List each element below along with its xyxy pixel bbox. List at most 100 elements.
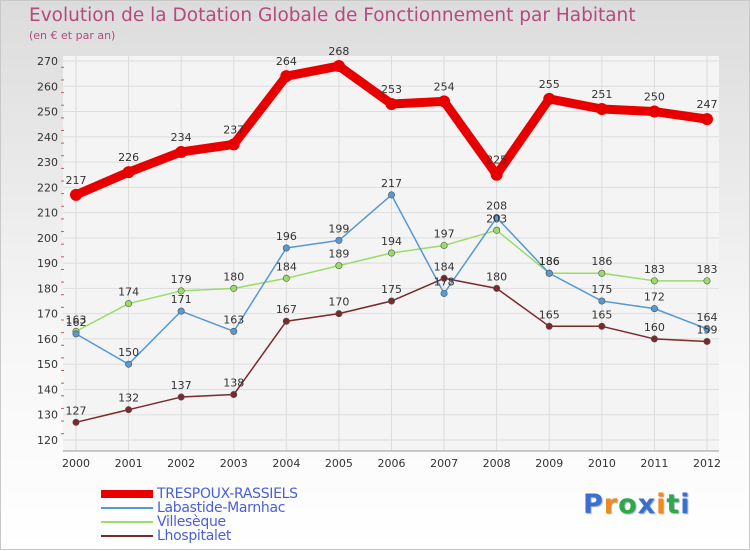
data-label: 268	[328, 45, 349, 58]
data-point	[72, 418, 80, 426]
y-tick-label: 220	[37, 181, 58, 194]
x-tick-label: 2000	[62, 457, 90, 470]
data-point	[125, 406, 133, 414]
data-label: 251	[591, 88, 612, 101]
data-point	[493, 214, 501, 222]
chart-subtitle: (en € et par an)	[29, 29, 116, 42]
data-label: 162	[66, 316, 87, 329]
x-tick-label: 2005	[325, 457, 353, 470]
data-label: 234	[171, 131, 192, 144]
data-point	[177, 307, 185, 315]
data-point	[125, 360, 133, 368]
x-tick-label: 2006	[378, 457, 406, 470]
data-point	[387, 191, 395, 199]
y-tick-label: 250	[37, 106, 58, 119]
legend-label: TRESPOUX-RASSIELS	[157, 486, 298, 502]
data-label: 175	[381, 283, 402, 296]
data-label: 217	[66, 174, 87, 187]
chart-title: Evolution de la Dotation Globale de Fonc…	[29, 5, 636, 26]
y-tick-label: 230	[37, 156, 58, 169]
legend-label: Villesèque	[157, 514, 226, 530]
data-label: 226	[118, 151, 139, 164]
data-label: 163	[223, 313, 244, 326]
data-point	[440, 274, 448, 282]
data-label: 189	[328, 248, 349, 261]
y-tick-label: 210	[37, 207, 58, 220]
data-point	[438, 95, 451, 108]
x-tick-label: 2010	[588, 457, 616, 470]
data-point	[72, 330, 80, 338]
data-point	[282, 317, 290, 325]
data-label: 180	[486, 270, 507, 283]
data-label: 179	[171, 273, 192, 286]
data-point	[543, 92, 556, 105]
data-label: 183	[644, 263, 665, 276]
data-point	[125, 300, 133, 308]
data-point	[648, 105, 661, 118]
data-point	[701, 113, 713, 126]
data-point	[703, 325, 711, 333]
data-label: 255	[539, 78, 560, 91]
data-label: 217	[381, 177, 402, 190]
data-label: 132	[118, 392, 139, 405]
y-tick-label: 270	[37, 55, 58, 68]
y-tick-label: 130	[37, 409, 58, 422]
legend-swatch	[101, 490, 153, 498]
data-label: 172	[644, 291, 665, 304]
data-label: 160	[644, 321, 665, 334]
y-tick-label: 170	[37, 308, 58, 321]
data-label: 184	[434, 260, 455, 273]
data-label: 175	[591, 283, 612, 296]
proxiti-logo: Proxiti	[583, 489, 691, 520]
data-point	[335, 262, 343, 270]
x-tick-label: 2002	[167, 457, 195, 470]
y-tick-label: 120	[37, 434, 58, 447]
data-label: 247	[697, 98, 718, 111]
data-label: 137	[171, 379, 192, 392]
x-tick-label: 2001	[115, 457, 143, 470]
data-label: 253	[381, 83, 402, 96]
data-point	[335, 310, 343, 318]
data-label: 167	[276, 303, 297, 316]
y-tick-label: 160	[37, 333, 58, 346]
data-point	[440, 241, 448, 249]
data-label: 165	[591, 308, 612, 321]
x-tick-label: 2012	[693, 457, 721, 470]
x-tick-label: 2004	[272, 457, 300, 470]
data-point	[598, 322, 606, 330]
data-point	[595, 103, 608, 116]
data-label: 186	[591, 255, 612, 268]
data-point	[332, 60, 345, 73]
data-label: 199	[328, 222, 349, 235]
data-point	[598, 269, 606, 277]
y-tick-label: 200	[37, 232, 58, 245]
data-point	[177, 393, 185, 401]
x-tick-label: 2008	[483, 457, 511, 470]
y-tick-label: 240	[37, 131, 58, 144]
data-point	[650, 277, 658, 285]
data-label: 254	[434, 80, 455, 93]
data-point	[230, 391, 238, 399]
data-point	[440, 289, 448, 297]
data-label: 203	[486, 212, 507, 225]
y-tick-label: 180	[37, 282, 58, 295]
data-label: 183	[697, 263, 718, 276]
data-label: 127	[66, 404, 87, 417]
x-tick-label: 2007	[430, 457, 458, 470]
x-tick-label: 2011	[640, 457, 668, 470]
data-label: 171	[171, 293, 192, 306]
legend-swatch	[101, 535, 153, 537]
data-point	[650, 335, 658, 343]
data-point	[230, 284, 238, 292]
data-point	[598, 297, 606, 305]
data-label: 208	[486, 200, 507, 213]
data-label: 164	[697, 311, 718, 324]
data-point	[280, 70, 293, 83]
data-point	[335, 236, 343, 244]
data-point	[70, 188, 82, 201]
data-point	[493, 226, 501, 234]
data-point	[493, 284, 501, 292]
x-tick-label: 2009	[535, 457, 563, 470]
data-point	[545, 269, 553, 277]
